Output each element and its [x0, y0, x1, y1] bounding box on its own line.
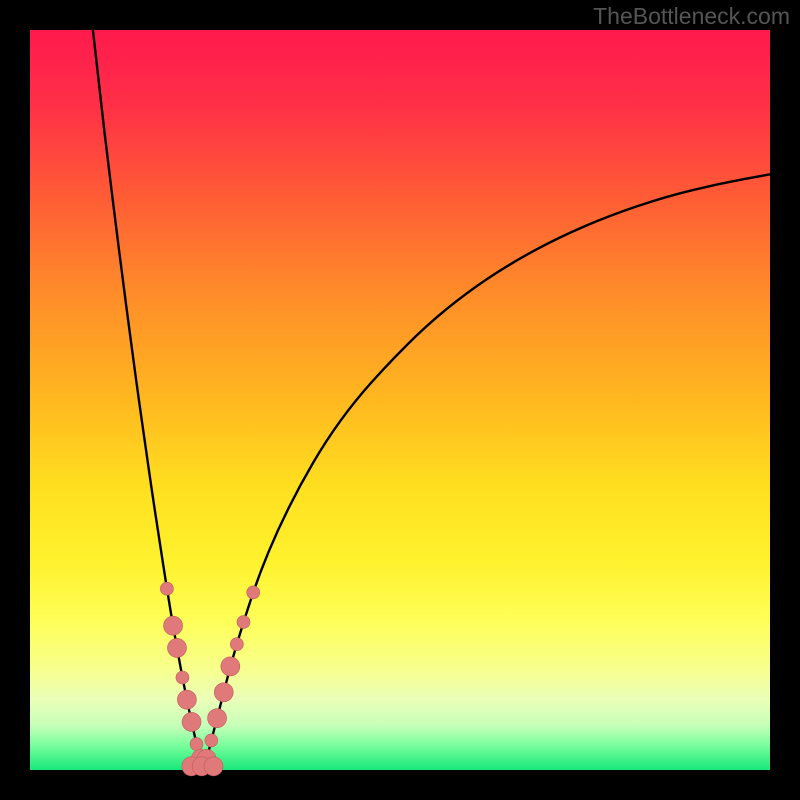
chart-stage: TheBottleneck.com [0, 0, 800, 800]
marker-dot [237, 616, 250, 629]
marker-dot [182, 712, 201, 731]
plot-area [0, 0, 800, 800]
marker-dot [208, 709, 227, 728]
marker-dot [160, 582, 173, 595]
marker-dot [164, 616, 183, 635]
marker-dot [167, 638, 186, 657]
marker-dot [205, 734, 218, 747]
marker-dot [176, 671, 189, 684]
chart-svg [0, 0, 800, 800]
marker-dot [204, 757, 223, 776]
marker-dot [221, 657, 240, 676]
marker-dot [177, 690, 196, 709]
marker-dot [190, 738, 203, 751]
watermark-text: TheBottleneck.com [593, 3, 790, 30]
marker-dot [230, 638, 243, 651]
gradient-background [30, 30, 770, 770]
marker-dot [214, 683, 233, 702]
marker-dot [247, 586, 260, 599]
